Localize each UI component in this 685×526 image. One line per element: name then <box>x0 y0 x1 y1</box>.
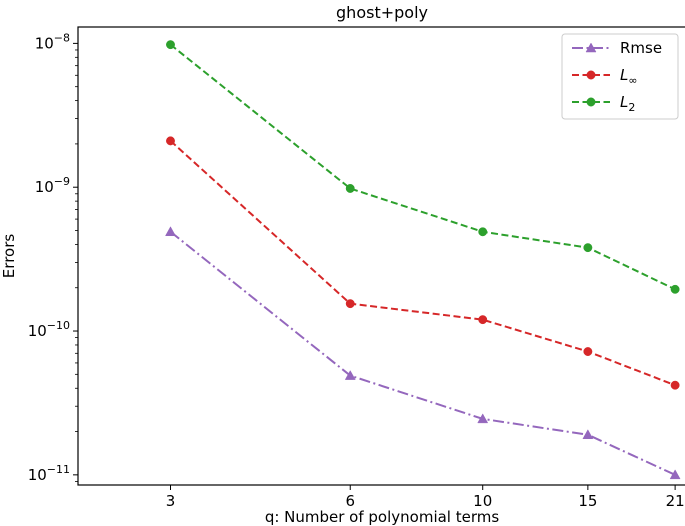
data-point <box>478 227 488 237</box>
legend-item: L2 <box>572 93 635 114</box>
data-point <box>477 413 489 424</box>
y-tick-label: 10−8 <box>35 31 70 52</box>
y-tick-label: 10−11 <box>28 463 70 484</box>
legend-label: L∞ <box>620 66 638 87</box>
data-point <box>345 299 355 309</box>
x-tick-label: 10 <box>473 492 492 510</box>
x-axis: 3 6 10 15 21 <box>166 485 685 510</box>
legend-item: Rmse <box>572 39 662 57</box>
y-axis-label: Errors <box>0 234 18 279</box>
series-l-∞ <box>166 136 680 390</box>
x-tick-label: 21 <box>666 492 685 510</box>
data-point <box>344 370 356 380</box>
y-axis: 10−11 10−10 10−9 10−8 <box>28 31 78 484</box>
data-point <box>670 380 680 390</box>
legend-item: L∞ <box>572 66 638 87</box>
legend: Rmse L∞ L2 <box>561 33 679 120</box>
data-point <box>669 469 681 480</box>
legend-marker <box>586 70 596 80</box>
data-point <box>478 315 488 325</box>
data-point <box>583 243 593 253</box>
series-line <box>169 140 676 387</box>
legend-marker <box>586 97 596 107</box>
data-point <box>166 136 175 146</box>
y-tick-label: 10−10 <box>28 319 70 340</box>
data-point <box>582 429 594 440</box>
x-tick-label: 15 <box>578 492 597 510</box>
x-axis-label: q: Number of polynomial terms <box>265 508 500 526</box>
data-point <box>670 284 680 294</box>
data-point <box>583 347 593 356</box>
legend-label: L2 <box>620 93 635 114</box>
data-point <box>165 226 176 237</box>
data-point <box>166 40 175 50</box>
x-tick-label: 3 <box>166 492 176 510</box>
legend-marker <box>585 42 597 53</box>
series-layer <box>165 40 681 480</box>
x-tick-label: 6 <box>345 492 355 510</box>
series-rmse <box>165 226 681 480</box>
series-l-2 <box>166 40 680 294</box>
chart-title: ghost+poly <box>336 3 428 22</box>
legend-label: Rmse <box>620 39 662 57</box>
series-line <box>169 230 676 476</box>
y-tick-label: 10−9 <box>35 175 70 196</box>
plot-frame <box>77 26 685 486</box>
data-point <box>345 184 355 193</box>
